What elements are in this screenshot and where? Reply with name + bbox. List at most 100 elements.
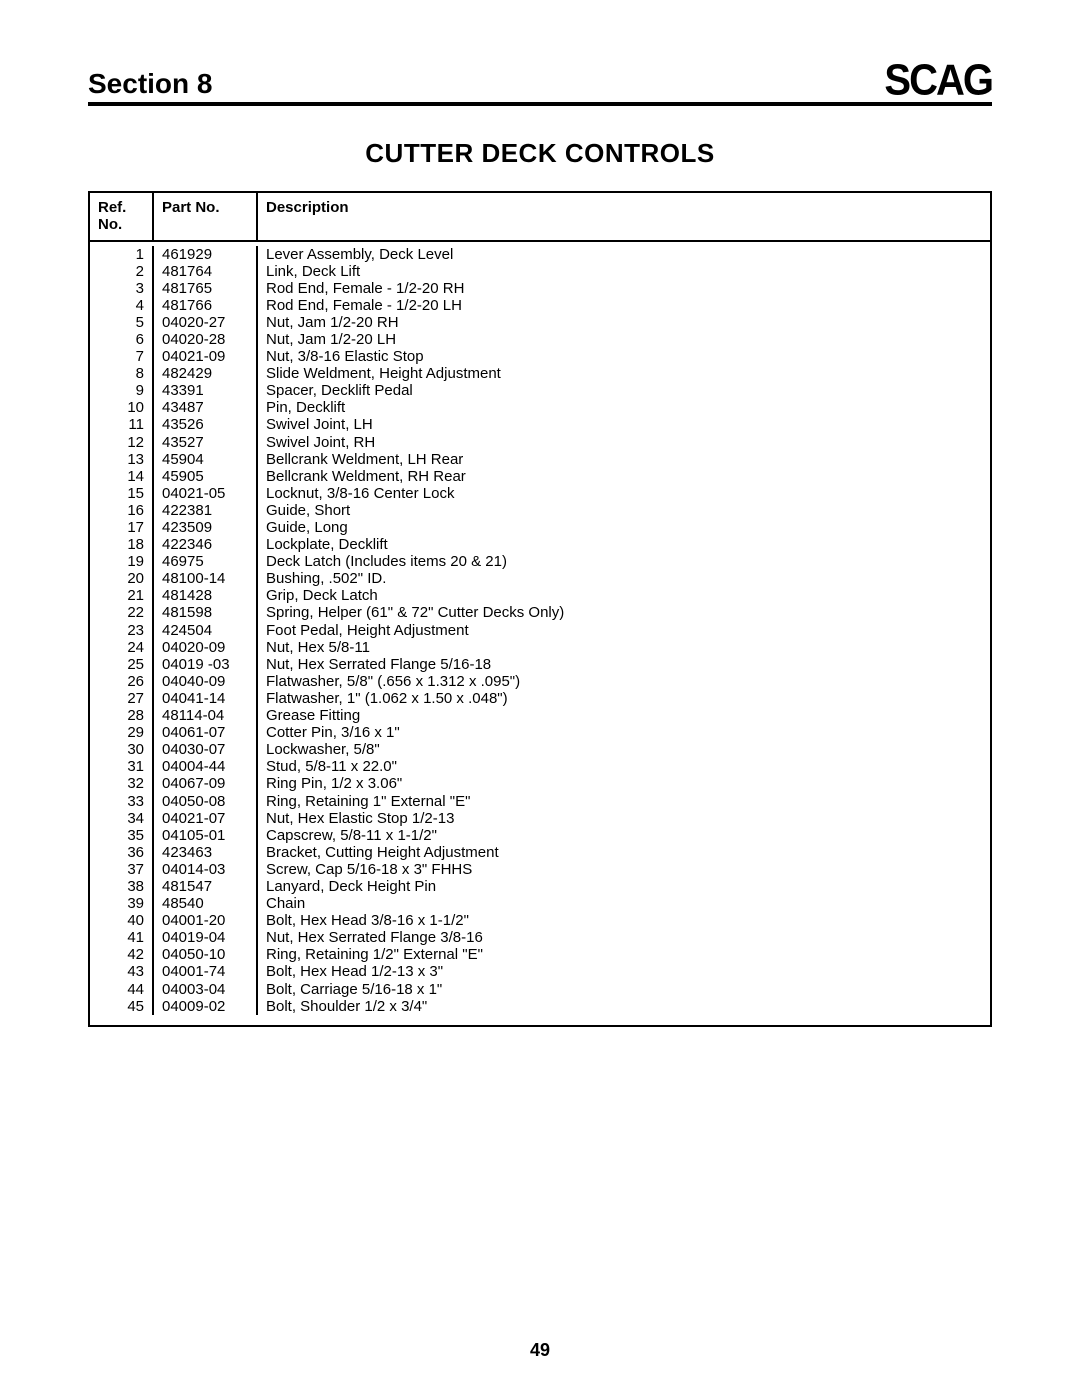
cell-desc: Ring, Retaining 1/2" External "E" <box>258 946 990 963</box>
cell-desc: Lanyard, Deck Height Pin <box>258 878 990 895</box>
cell-ref: 10 <box>90 399 154 416</box>
cell-part: 46975 <box>154 553 258 570</box>
cell-desc: Bushing, .502" ID. <box>258 570 990 587</box>
cell-ref: 19 <box>90 553 154 570</box>
table-row: 22481598Spring, Helper (61" & 72" Cutter… <box>90 604 990 621</box>
table-row: 2404020-09Nut, Hex 5/8-11 <box>90 639 990 656</box>
cell-part: 481765 <box>154 280 258 297</box>
cell-part: 04020-27 <box>154 314 258 331</box>
table-row: 1345904Bellcrank Weldment, LH Rear <box>90 451 990 468</box>
cell-ref: 30 <box>90 741 154 758</box>
col-header-ref-line1: Ref. <box>98 199 126 216</box>
cell-ref: 16 <box>90 502 154 519</box>
cell-part: 48100-14 <box>154 570 258 587</box>
table-row: 4204050-10Ring, Retaining 1/2" External … <box>90 946 990 963</box>
cell-ref: 21 <box>90 587 154 604</box>
cell-ref: 37 <box>90 861 154 878</box>
cell-part: 481598 <box>154 604 258 621</box>
table-row: 4404003-04Bolt, Carriage 5/16-18 x 1" <box>90 981 990 998</box>
table-row: 1143526Swivel Joint, LH <box>90 416 990 433</box>
cell-desc: Stud, 5/8-11 x 22.0" <box>258 758 990 775</box>
table-row: 4481766Rod End, Female - 1/2-20 LH <box>90 297 990 314</box>
cell-part: 461929 <box>154 246 258 263</box>
table-row: 3204067-09Ring Pin, 1/2 x 3.06" <box>90 775 990 792</box>
table-row: 2848114-04Grease Fitting <box>90 707 990 724</box>
cell-desc: Foot Pedal, Height Adjustment <box>258 622 990 639</box>
cell-desc: Locknut, 3/8-16 Center Lock <box>258 485 990 502</box>
page-container: Section 8 SCAG CUTTER DECK CONTROLS Ref.… <box>0 0 1080 1027</box>
table-row: 23424504Foot Pedal, Height Adjustment <box>90 622 990 639</box>
cell-part: 04019-04 <box>154 929 258 946</box>
cell-part: 04020-28 <box>154 331 258 348</box>
table-row: 1445905Bellcrank Weldment, RH Rear <box>90 468 990 485</box>
cell-part: 48540 <box>154 895 258 912</box>
cell-part: 04009-02 <box>154 998 258 1015</box>
cell-part: 04021-09 <box>154 348 258 365</box>
cell-ref: 35 <box>90 827 154 844</box>
cell-ref: 33 <box>90 793 154 810</box>
cell-ref: 5 <box>90 314 154 331</box>
cell-part: 04021-05 <box>154 485 258 502</box>
table-row: 1504021-05Locknut, 3/8-16 Center Lock <box>90 485 990 502</box>
cell-desc: Flatwasher, 5/8" (.656 x 1.312 x .095") <box>258 673 990 690</box>
cell-part: 424504 <box>154 622 258 639</box>
table-row: 943391Spacer, Decklift Pedal <box>90 382 990 399</box>
cell-desc: Nut, Hex Serrated Flange 5/16-18 <box>258 656 990 673</box>
cell-ref: 12 <box>90 434 154 451</box>
cell-desc: Bolt, Hex Head 1/2-13 x 3" <box>258 963 990 980</box>
cell-desc: Link, Deck Lift <box>258 263 990 280</box>
page-header: Section 8 SCAG <box>88 60 992 106</box>
cell-desc: Guide, Long <box>258 519 990 536</box>
cell-desc: Bolt, Carriage 5/16-18 x 1" <box>258 981 990 998</box>
cell-part: 45905 <box>154 468 258 485</box>
cell-part: 04003-04 <box>154 981 258 998</box>
table-row: 704021-09Nut, 3/8-16 Elastic Stop <box>90 348 990 365</box>
section-label: Section 8 <box>88 68 212 100</box>
cell-desc: Rod End, Female - 1/2-20 RH <box>258 280 990 297</box>
cell-ref: 40 <box>90 912 154 929</box>
cell-ref: 1 <box>90 246 154 263</box>
cell-desc: Ring, Retaining 1" External "E" <box>258 793 990 810</box>
table-row: 4504009-02Bolt, Shoulder 1/2 x 3/4" <box>90 998 990 1015</box>
page-number: 49 <box>0 1340 1080 1361</box>
table-row: 18422346Lockplate, Decklift <box>90 536 990 553</box>
cell-part: 481764 <box>154 263 258 280</box>
cell-part: 04061-07 <box>154 724 258 741</box>
cell-part: 422346 <box>154 536 258 553</box>
cell-desc: Grip, Deck Latch <box>258 587 990 604</box>
table-row: 16422381Guide, Short <box>90 502 990 519</box>
cell-ref: 27 <box>90 690 154 707</box>
cell-part: 04019 -03 <box>154 656 258 673</box>
cell-part: 48114-04 <box>154 707 258 724</box>
table-row: 3704014-03Screw, Cap 5/16-18 x 3" FHHS <box>90 861 990 878</box>
table-row: 1461929Lever Assembly, Deck Level <box>90 246 990 263</box>
cell-part: 482429 <box>154 365 258 382</box>
cell-ref: 29 <box>90 724 154 741</box>
cell-desc: Nut, Jam 1/2-20 RH <box>258 314 990 331</box>
cell-desc: Bellcrank Weldment, LH Rear <box>258 451 990 468</box>
cell-ref: 28 <box>90 707 154 724</box>
cell-ref: 14 <box>90 468 154 485</box>
table-row: 3404021-07Nut, Hex Elastic Stop 1/2-13 <box>90 810 990 827</box>
cell-part: 04067-09 <box>154 775 258 792</box>
cell-desc: Slide Weldment, Height Adjustment <box>258 365 990 382</box>
page-title: CUTTER DECK CONTROLS <box>88 138 992 169</box>
cell-ref: 23 <box>90 622 154 639</box>
cell-desc: Bolt, Shoulder 1/2 x 3/4" <box>258 998 990 1015</box>
col-header-part: Part No. <box>154 193 258 240</box>
cell-ref: 39 <box>90 895 154 912</box>
cell-ref: 17 <box>90 519 154 536</box>
cell-desc: Deck Latch (Includes items 20 & 21) <box>258 553 990 570</box>
table-row: 17423509Guide, Long <box>90 519 990 536</box>
cell-desc: Nut, 3/8-16 Elastic Stop <box>258 348 990 365</box>
cell-part: 04041-14 <box>154 690 258 707</box>
cell-desc: Lever Assembly, Deck Level <box>258 246 990 263</box>
cell-ref: 25 <box>90 656 154 673</box>
cell-ref: 20 <box>90 570 154 587</box>
table-row: 604020-28Nut, Jam 1/2-20 LH <box>90 331 990 348</box>
cell-ref: 8 <box>90 365 154 382</box>
cell-desc: Nut, Hex Serrated Flange 3/8-16 <box>258 929 990 946</box>
cell-desc: Grease Fitting <box>258 707 990 724</box>
cell-part: 04040-09 <box>154 673 258 690</box>
table-row: 3104004-44Stud, 5/8-11 x 22.0" <box>90 758 990 775</box>
